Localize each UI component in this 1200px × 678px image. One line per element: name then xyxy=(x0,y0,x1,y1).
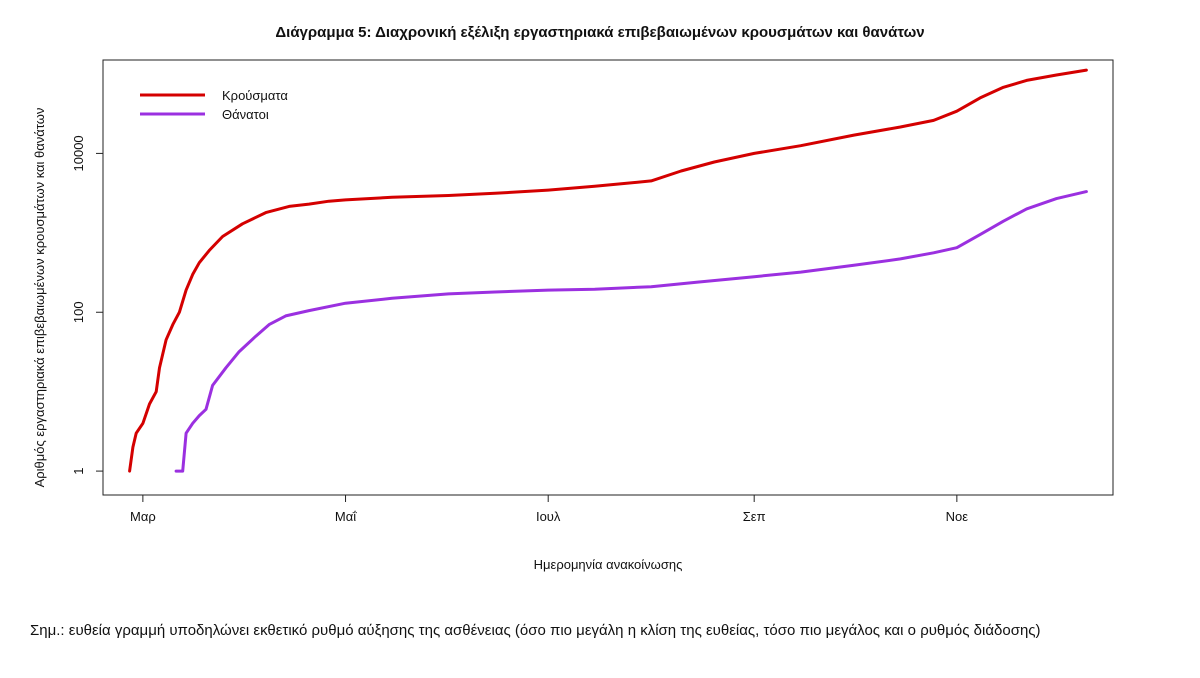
plot-frame xyxy=(102,59,1114,496)
legend-label: Κρούσματα xyxy=(222,88,288,103)
y-axis-title: Αριθμός εργαστηριακά επιβεβαιωμένων κρου… xyxy=(32,108,47,488)
x-tick-label: Νοε xyxy=(946,509,969,524)
y-tick-label: 100 xyxy=(71,301,86,323)
y-tick-label: 1 xyxy=(71,467,86,474)
series-line-cases xyxy=(128,68,1088,473)
legend: Κρούσματα Θάνατοι xyxy=(140,88,288,122)
x-tick-label: Ιουλ xyxy=(536,509,561,524)
x-tick-label: Σεπ xyxy=(743,509,766,524)
chart-title: Διάγραμμα 5: Διαχρονική εξέλιξη εργαστηρ… xyxy=(275,24,925,41)
x-tick-label: Μαρ xyxy=(130,509,156,524)
legend-label: Θάνατοι xyxy=(222,107,269,122)
axes: Μαρ Μαΐ Ιουλ Σεπ Νοε 1 100 10000 Ημερομηνία ανακ… xyxy=(32,59,1114,572)
line-chart: Μαρ Μαΐ Ιουλ Σεπ Νοε 1 100 10000 Ημερομηνία ανακ… xyxy=(32,59,1114,572)
series-layer xyxy=(128,68,1088,473)
y-tick-label: 10000 xyxy=(71,135,86,171)
x-tick-label: Μαΐ xyxy=(335,509,357,524)
chart-note: Σημ.: ευθεία γραμμή υποδηλώνει εκθετικό … xyxy=(30,622,1041,639)
series-line-deaths xyxy=(174,190,1088,473)
x-axis-title: Ημερομηνία ανακοίνωσης xyxy=(534,557,683,572)
